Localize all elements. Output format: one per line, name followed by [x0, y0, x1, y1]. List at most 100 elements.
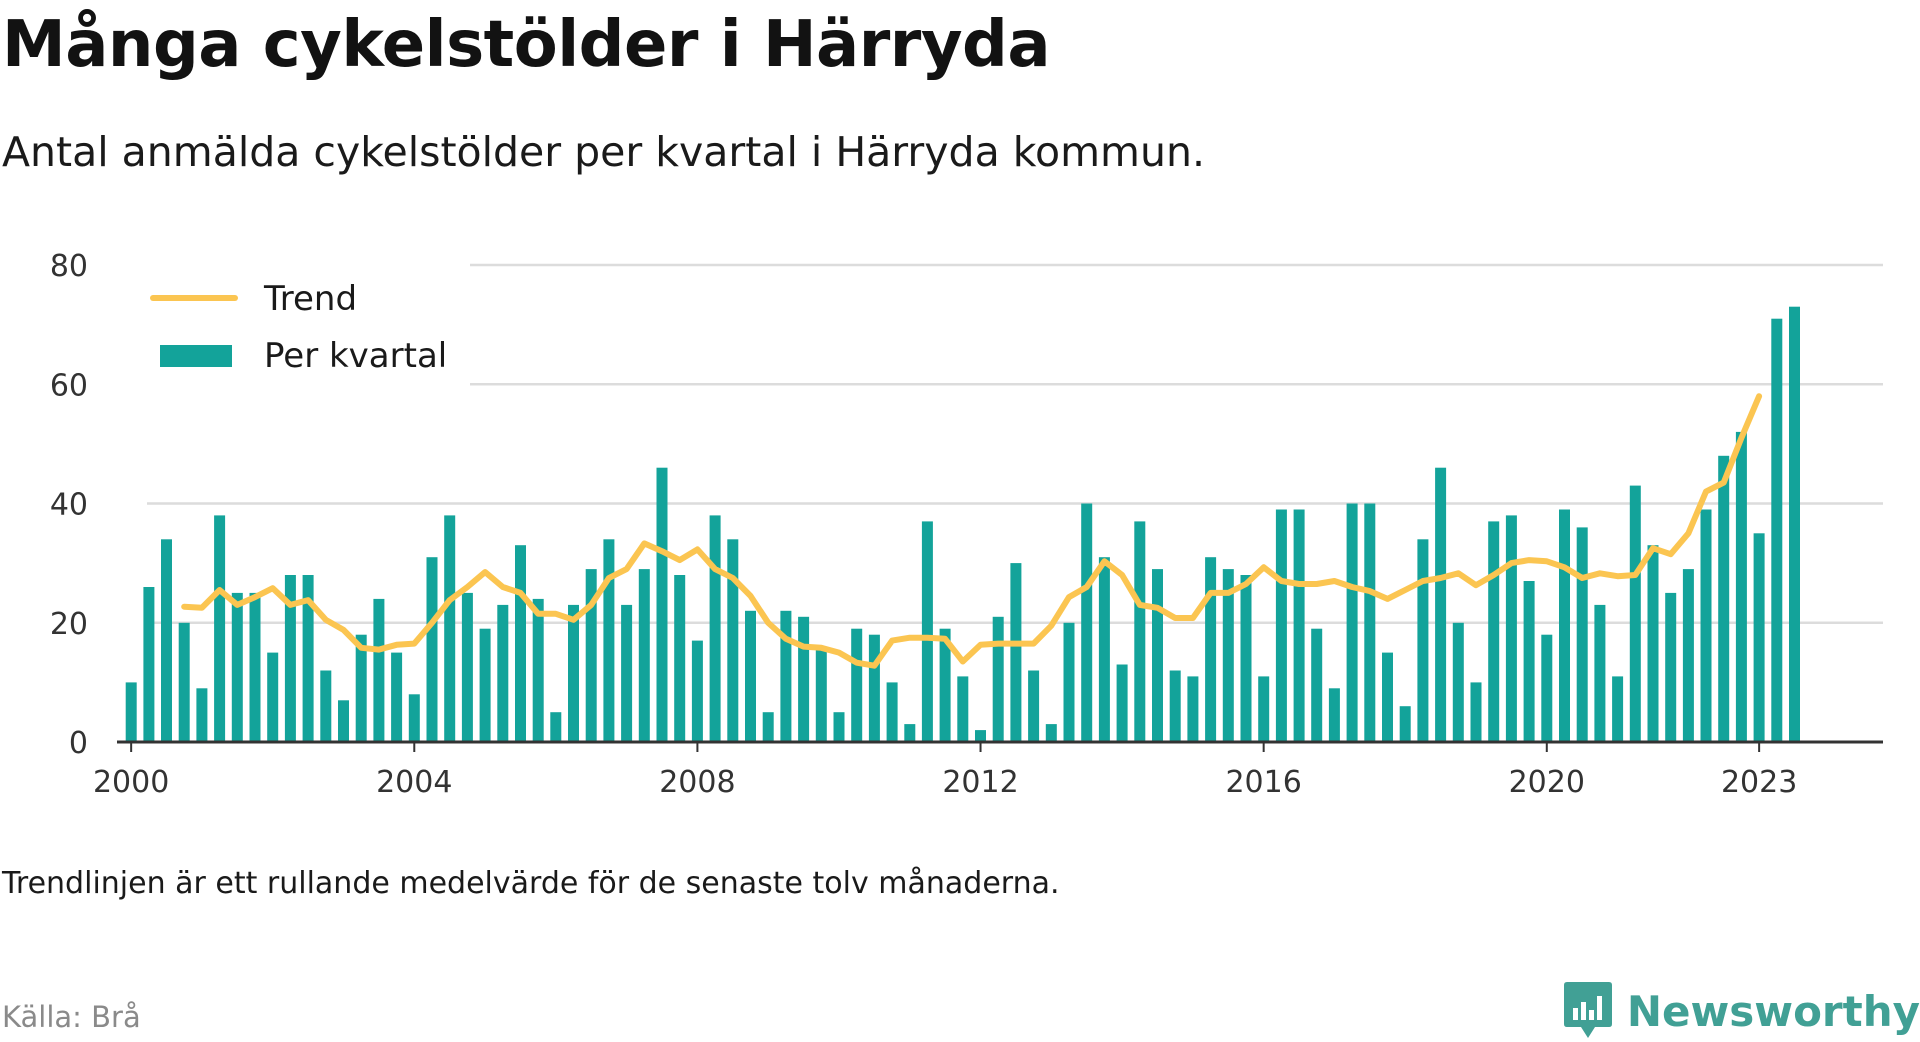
x-tick-label: 2000	[93, 765, 169, 800]
newsworthy-logo: Newsworthy	[1563, 980, 1920, 1042]
bar	[1346, 503, 1358, 742]
bar	[691, 640, 703, 742]
bar	[1258, 676, 1270, 742]
bar	[373, 598, 385, 742]
bar	[178, 622, 190, 743]
bar	[1187, 676, 1199, 742]
bar	[408, 694, 420, 742]
bar	[1169, 670, 1181, 742]
bar	[479, 628, 491, 742]
bar	[1612, 676, 1624, 742]
bar	[992, 616, 1004, 742]
y-axis: 0 20 40 60 80	[50, 249, 88, 761]
bar	[1063, 622, 1075, 743]
logo-wordmark: Newsworthy	[1626, 986, 1920, 1036]
bar	[1594, 604, 1606, 742]
bar	[1364, 503, 1376, 742]
bar	[1771, 318, 1783, 742]
bar	[461, 592, 473, 742]
bar	[249, 592, 261, 742]
bar	[603, 539, 615, 742]
bar	[1541, 634, 1553, 742]
bar	[886, 682, 898, 742]
x-tick-label: 2004	[376, 765, 452, 800]
bar	[851, 628, 863, 742]
bar	[497, 604, 509, 742]
bar	[1205, 557, 1217, 742]
bar	[1417, 539, 1429, 742]
bar	[1470, 682, 1482, 742]
bar	[1523, 581, 1535, 742]
x-axis: 2000 2004 2008 2012 2016 2020 2023	[93, 740, 1883, 800]
bar	[1116, 664, 1128, 742]
bar	[320, 670, 332, 742]
bar	[762, 712, 774, 742]
y-tick-label: 0	[69, 726, 88, 761]
legend-bars-swatch	[160, 345, 232, 367]
bar	[1081, 503, 1093, 742]
bar	[815, 646, 827, 742]
bar	[444, 515, 456, 742]
bar	[1293, 509, 1305, 742]
page-title: Många cykelstölder i Härryda	[2, 8, 1051, 82]
bar	[125, 682, 137, 742]
bar	[638, 569, 650, 742]
x-tick-label: 2023	[1721, 765, 1797, 800]
bar	[1098, 557, 1110, 742]
bar	[515, 545, 526, 742]
bar	[868, 634, 880, 742]
bar	[1010, 563, 1022, 742]
legend: Trend Per kvartal	[140, 262, 470, 388]
bar	[957, 676, 969, 742]
bar	[1682, 569, 1694, 742]
bar	[1753, 533, 1765, 742]
bar	[656, 467, 668, 742]
line-series-trend	[181, 393, 1763, 669]
bar	[921, 521, 933, 742]
y-tick-label: 80	[50, 249, 88, 284]
bar	[1789, 306, 1800, 742]
bar	[568, 604, 579, 742]
bar	[1718, 455, 1730, 742]
chart-note: Trendlinjen är ett rullande medelvärde f…	[2, 866, 1060, 901]
bar	[621, 604, 633, 742]
y-tick-label: 20	[50, 607, 88, 642]
newsworthy-chart-icon	[1563, 982, 1612, 1038]
bar	[1435, 467, 1447, 742]
bar	[585, 569, 597, 742]
x-tick-label: 2008	[659, 765, 735, 800]
bar	[550, 712, 562, 742]
bar	[975, 730, 986, 742]
bar	[231, 592, 243, 742]
source-credit: Källa: Brå	[2, 1000, 141, 1034]
bar	[798, 616, 810, 742]
chart: 2000 2004 2008 2012 2016 2020 2023 0 20 40 60 80 T…	[50, 249, 1883, 800]
bar	[1559, 509, 1570, 742]
bar	[727, 539, 739, 742]
x-tick-label: 2016	[1225, 765, 1301, 800]
bar	[709, 515, 721, 742]
bar	[745, 610, 756, 742]
bar	[1488, 521, 1500, 742]
bar	[1576, 527, 1588, 742]
bar	[1647, 545, 1659, 742]
bar	[391, 652, 403, 742]
bar	[1665, 592, 1677, 742]
bar	[338, 700, 349, 742]
bar	[1134, 521, 1146, 742]
bar	[267, 652, 279, 742]
bar	[833, 712, 845, 742]
bar	[1275, 509, 1287, 742]
bar	[532, 598, 544, 742]
bar	[1735, 431, 1747, 742]
bar	[1399, 706, 1411, 742]
bar	[1452, 622, 1464, 743]
bar	[1222, 569, 1234, 742]
bar	[674, 575, 686, 742]
legend-bars-label: Per kvartal	[264, 336, 447, 376]
bar	[214, 515, 226, 742]
bar-series-per-kvartal	[125, 306, 1800, 743]
bar	[355, 634, 367, 742]
bar	[143, 587, 155, 742]
bar	[1328, 688, 1340, 742]
